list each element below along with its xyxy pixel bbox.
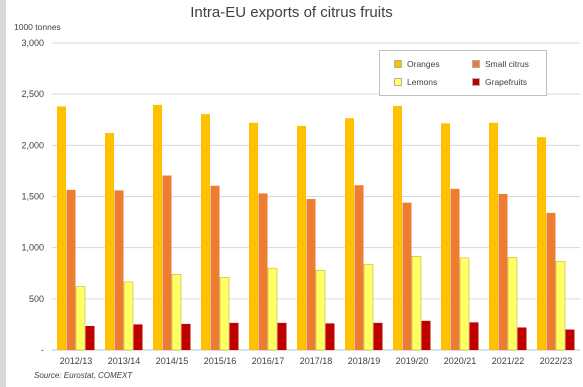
bar-oranges xyxy=(57,106,66,351)
bar-grapefruits xyxy=(229,322,239,350)
bar-small-citrus xyxy=(498,193,508,350)
bar-grapefruits xyxy=(469,322,479,350)
y-tick-label: 1,000 xyxy=(21,243,44,253)
bar-grapefruits xyxy=(565,329,575,350)
bar-grapefruits xyxy=(133,324,143,350)
legend-item-grapefruits: Grapefruits xyxy=(472,77,527,87)
chart-legend: Oranges Small citrus Lemons Grapefruits xyxy=(379,50,547,96)
x-tick-label: 2022/23 xyxy=(540,356,573,366)
legend-swatch-oranges xyxy=(394,60,402,68)
y-tick-label: 2,500 xyxy=(21,89,44,99)
bar-small-citrus xyxy=(546,212,556,350)
bar-small-citrus xyxy=(66,189,76,350)
x-tick-label: 2020/21 xyxy=(444,356,477,366)
bar-lemons xyxy=(75,286,86,351)
bar-lemons xyxy=(219,277,230,351)
x-tick-label: 2012/13 xyxy=(60,356,93,366)
bar-lemons xyxy=(507,257,518,351)
bar-oranges xyxy=(489,122,498,350)
bar-oranges xyxy=(201,114,210,350)
legend-swatch-lemons xyxy=(394,78,402,86)
x-tick-label: 2016/17 xyxy=(252,356,285,366)
bar-lemons xyxy=(315,269,326,351)
y-axis-unit-label: 1000 tonnes xyxy=(14,22,61,32)
bar-small-citrus xyxy=(354,185,364,350)
legend-item-lemons: Lemons xyxy=(394,77,437,87)
bar-grapefruits xyxy=(277,322,287,350)
bar-grapefruits xyxy=(181,323,191,350)
legend-label-lemons: Lemons xyxy=(407,77,438,87)
x-tick-label: 2019/20 xyxy=(396,356,429,366)
x-tick-label: 2017/18 xyxy=(300,356,333,366)
bar-grapefruits xyxy=(421,320,431,350)
bar-oranges xyxy=(297,125,306,350)
legend-label-oranges: Oranges xyxy=(407,59,440,69)
bar-small-citrus xyxy=(210,185,220,350)
x-tick-label: 2013/14 xyxy=(108,356,141,366)
bar-oranges xyxy=(441,123,450,350)
bar-grapefruits xyxy=(517,327,527,350)
legend-item-oranges: Oranges xyxy=(394,59,440,69)
bar-grapefruits xyxy=(373,322,383,350)
legend-label-grapefruits: Grapefruits xyxy=(485,77,528,87)
bar-grapefruits xyxy=(325,323,335,350)
bar-oranges xyxy=(249,122,258,350)
legend-swatch-small-citrus xyxy=(472,60,480,68)
bar-small-citrus xyxy=(450,188,460,350)
bar-small-citrus xyxy=(162,175,172,350)
bar-oranges xyxy=(345,118,354,350)
bar-oranges xyxy=(393,105,402,350)
bar-grapefruits xyxy=(85,325,95,350)
bar-lemons xyxy=(459,257,470,351)
y-tick-label: 3,000 xyxy=(21,38,44,48)
x-tick-label: 2015/16 xyxy=(204,356,237,366)
bar-lemons xyxy=(363,264,374,351)
legend-label-small-citrus: Small citrus xyxy=(485,59,529,69)
legend-swatch-grapefruits xyxy=(472,78,480,86)
y-tick-label: 1,500 xyxy=(21,192,44,202)
x-tick-label: 2021/22 xyxy=(492,356,525,366)
bar-oranges xyxy=(153,104,162,350)
bar-lemons xyxy=(123,281,134,351)
bar-small-citrus xyxy=(114,190,124,350)
bar-lemons xyxy=(171,274,182,351)
x-tick-label: 2014/15 xyxy=(156,356,189,366)
y-tick-label: 500 xyxy=(29,294,44,304)
x-tick-label: 2018/19 xyxy=(348,356,381,366)
bar-small-citrus xyxy=(258,193,268,350)
chart-title: Intra-EU exports of citrus fruits xyxy=(190,4,393,21)
bar-lemons xyxy=(555,261,566,351)
legend-item-small-citrus: Small citrus xyxy=(472,59,529,69)
bar-oranges xyxy=(105,133,114,350)
bar-small-citrus xyxy=(402,202,412,350)
bar-small-citrus xyxy=(306,199,316,350)
bar-oranges xyxy=(537,137,546,350)
y-tick-label: 2,000 xyxy=(21,140,44,150)
y-tick-label: - xyxy=(41,345,44,355)
bar-lemons xyxy=(267,267,278,351)
left-edge-bar xyxy=(0,0,6,387)
source-note: Source: Eurostat, COMEXT xyxy=(34,371,133,380)
bar-lemons xyxy=(411,256,422,351)
